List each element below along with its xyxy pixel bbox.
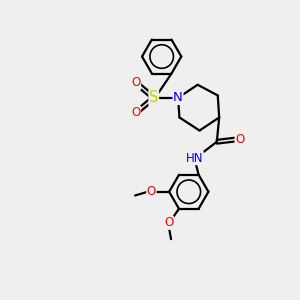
- Text: O: O: [164, 216, 173, 229]
- Text: HN: HN: [186, 152, 203, 165]
- Text: S: S: [149, 90, 158, 105]
- Text: O: O: [131, 76, 141, 89]
- Text: O: O: [131, 106, 141, 119]
- Text: O: O: [147, 185, 156, 198]
- Text: O: O: [235, 133, 244, 146]
- Text: N: N: [173, 91, 183, 104]
